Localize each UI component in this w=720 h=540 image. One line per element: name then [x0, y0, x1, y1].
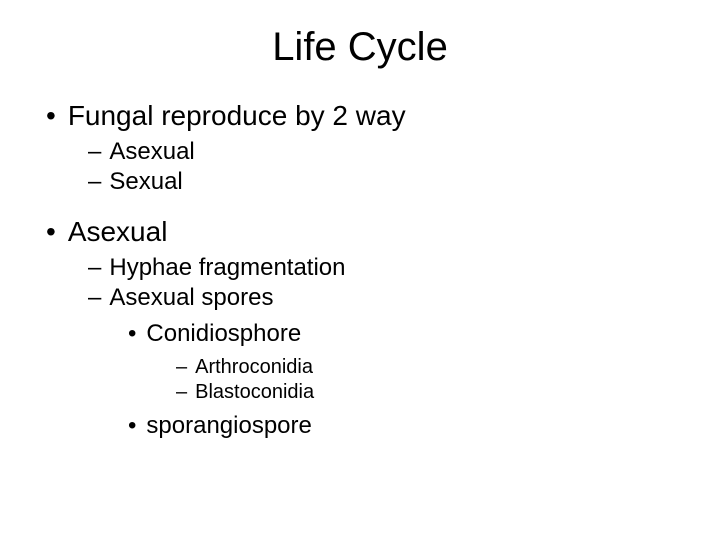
bullet-text: Asexual	[109, 138, 194, 166]
bullet-dot-icon: •	[128, 412, 136, 440]
bullet-text: Fungal reproduce by 2 way	[68, 100, 406, 132]
bullet-dash-icon: –	[88, 254, 101, 282]
bullet-dash-icon: –	[176, 381, 187, 404]
bullet-level2: – Sexual	[88, 168, 680, 196]
bullet-text: Conidiosphore	[146, 320, 301, 348]
slide-title: Life Cycle	[40, 25, 680, 70]
bullet-level2: – Asexual spores	[88, 284, 680, 312]
bullet-text: Sexual	[109, 168, 182, 196]
bullet-text: Asexual spores	[109, 284, 273, 312]
bullet-level2: – Hyphae fragmentation	[88, 254, 680, 282]
bullet-dash-icon: –	[88, 138, 101, 166]
bullet-text: Blastoconidia	[195, 381, 314, 404]
bullet-level4: – Blastoconidia	[176, 381, 680, 404]
bullet-dot-icon: •	[46, 100, 56, 132]
bullet-text: Asexual	[68, 216, 168, 248]
bullet-level3: • sporangiospore	[128, 412, 680, 440]
bullet-level1: • Asexual	[40, 216, 680, 248]
bullet-text: sporangiospore	[146, 412, 311, 440]
bullet-text: Arthroconidia	[195, 356, 313, 379]
bullet-level2: – Asexual	[88, 138, 680, 166]
bullet-level1: • Fungal reproduce by 2 way	[40, 100, 680, 132]
bullet-dot-icon: •	[128, 320, 136, 348]
bullet-dash-icon: –	[88, 284, 101, 312]
bullet-level4: – Arthroconidia	[176, 356, 680, 379]
bullet-dash-icon: –	[88, 168, 101, 196]
bullet-text: Hyphae fragmentation	[109, 254, 345, 282]
bullet-level3: • Conidiosphore	[128, 320, 680, 348]
bullet-dash-icon: –	[176, 356, 187, 379]
bullet-dot-icon: •	[46, 216, 56, 248]
